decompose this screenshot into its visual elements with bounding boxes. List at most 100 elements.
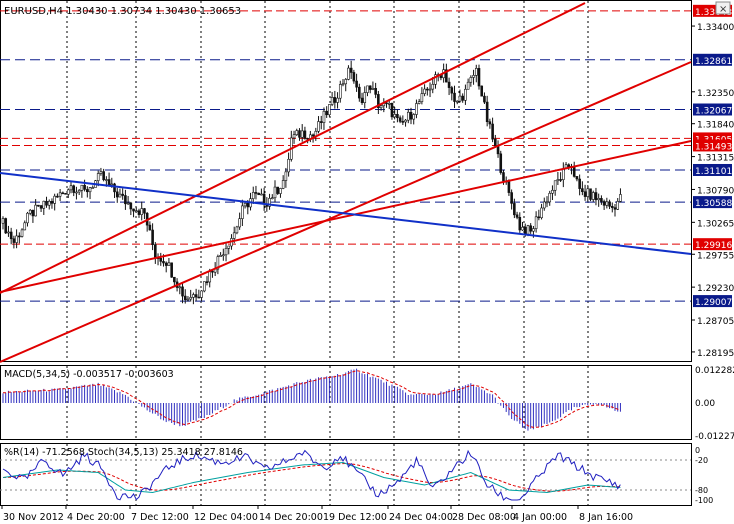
candle-body — [86, 189, 89, 193]
oscillator-grid — [0, 444, 691, 505]
candle-body — [559, 179, 562, 181]
macd-signal-line — [3, 370, 621, 428]
macd-title: MACD(5,34,5) -0.003517 -0.003603 — [4, 369, 174, 380]
candle-body — [72, 185, 76, 193]
candle-body — [56, 195, 59, 198]
candle-body — [192, 294, 195, 298]
price-tick-label: 1.33400 — [697, 23, 734, 33]
candle-body — [140, 208, 144, 215]
candle-body — [254, 192, 258, 194]
candle-body — [483, 95, 486, 103]
candle-body — [273, 186, 277, 199]
candle-body — [306, 138, 309, 140]
candle-body — [284, 171, 288, 181]
candle-body — [398, 117, 402, 122]
macd-grid — [66, 366, 589, 439]
candle-body — [137, 210, 141, 215]
candle-body — [118, 193, 122, 198]
candle-body — [132, 208, 135, 212]
candle-body — [551, 189, 554, 194]
candle-body — [80, 184, 84, 191]
time-tick-label: 19 Dec 12:00 — [323, 512, 387, 523]
candle-body — [159, 257, 163, 262]
channel-mid-line[interactable] — [0, 140, 692, 293]
candle-body — [15, 235, 18, 243]
candle-body — [279, 188, 282, 194]
candle-body — [151, 229, 154, 245]
candle-body — [211, 270, 214, 273]
candle-body — [58, 192, 62, 197]
candle-body — [319, 121, 323, 123]
candle-body — [562, 168, 565, 180]
level-tag — [693, 196, 732, 209]
candle-body — [173, 276, 176, 283]
candle-body — [181, 286, 184, 297]
candle-body — [12, 238, 16, 243]
channel-upper-line[interactable] — [0, 2, 586, 294]
candle-body — [61, 192, 65, 195]
trend-channel[interactable] — [0, 2, 692, 363]
candle-body — [591, 192, 595, 200]
candle-body — [298, 130, 301, 138]
level-tag-label: 1.32861 — [695, 57, 732, 67]
horizontal-levels[interactable] — [0, 10, 691, 302]
candle-body — [31, 209, 35, 217]
candle-body — [311, 134, 315, 137]
candle-body — [450, 87, 454, 94]
macd-axis: 0.012282 0.00 -0.012278 — [695, 366, 734, 442]
candle-body — [126, 202, 130, 205]
candle-body — [34, 204, 37, 217]
candle-body — [537, 216, 541, 219]
support-trendline[interactable] — [0, 172, 692, 255]
time-axis: 30 Nov 2012 4 Dec 20:00 7 Dec 12:00 12 Dec … — [1, 505, 633, 523]
candle-body — [477, 68, 481, 87]
candle-body — [491, 123, 494, 140]
price-tick-label: 1.29755 — [697, 251, 734, 261]
candle-body — [241, 205, 244, 219]
candle-body — [368, 85, 372, 90]
candle-body — [115, 191, 119, 198]
candle-body — [572, 166, 576, 177]
candle-body — [200, 290, 203, 298]
candle-body — [510, 192, 513, 204]
candle-body — [474, 68, 478, 76]
candle-body — [113, 183, 116, 193]
candle-body — [540, 207, 543, 219]
candle-body — [197, 296, 201, 299]
candle-body — [50, 200, 54, 204]
price-tick-label: 1.31840 — [697, 121, 734, 131]
candle-body — [352, 72, 356, 82]
oscillator-tick-label: -80 — [695, 486, 708, 495]
candle-body — [529, 225, 532, 232]
candle-body — [224, 248, 228, 256]
candle-body — [134, 210, 138, 213]
channel-lower-line[interactable] — [0, 61, 692, 363]
candle-body — [453, 92, 456, 102]
candle-body — [480, 85, 484, 97]
candle-body — [64, 193, 67, 195]
symbol-header: EURUSD,H4 1.30430 1.30734 1.30430 1.3065… — [4, 6, 241, 17]
williams-r-line — [2, 449, 621, 501]
close-icon[interactable]: × — [715, 1, 731, 15]
candle-body — [246, 202, 250, 208]
candle-body — [96, 173, 100, 181]
candle-body — [461, 95, 464, 101]
candle-body — [358, 86, 361, 99]
candle-body — [42, 200, 46, 209]
candle-body — [371, 88, 375, 90]
macd-tick-label: -0.012278 — [695, 432, 734, 442]
macd-tick-label: 0.012282 — [695, 366, 734, 376]
candle-body — [107, 179, 111, 185]
candle-body — [325, 110, 328, 116]
time-tick-label: 12 Dec 04:00 — [194, 512, 258, 523]
candle-body — [578, 178, 581, 189]
level-tag — [693, 53, 732, 66]
time-tick-label: 14 Dec 20:00 — [259, 512, 323, 523]
candle-body — [581, 188, 584, 193]
price-tick-label: 1.30790 — [697, 186, 734, 196]
candle-body — [154, 244, 157, 258]
time-tick-label: 4 Jan 00:00 — [513, 512, 567, 523]
candle-body — [4, 218, 8, 234]
candle-body — [328, 104, 331, 116]
